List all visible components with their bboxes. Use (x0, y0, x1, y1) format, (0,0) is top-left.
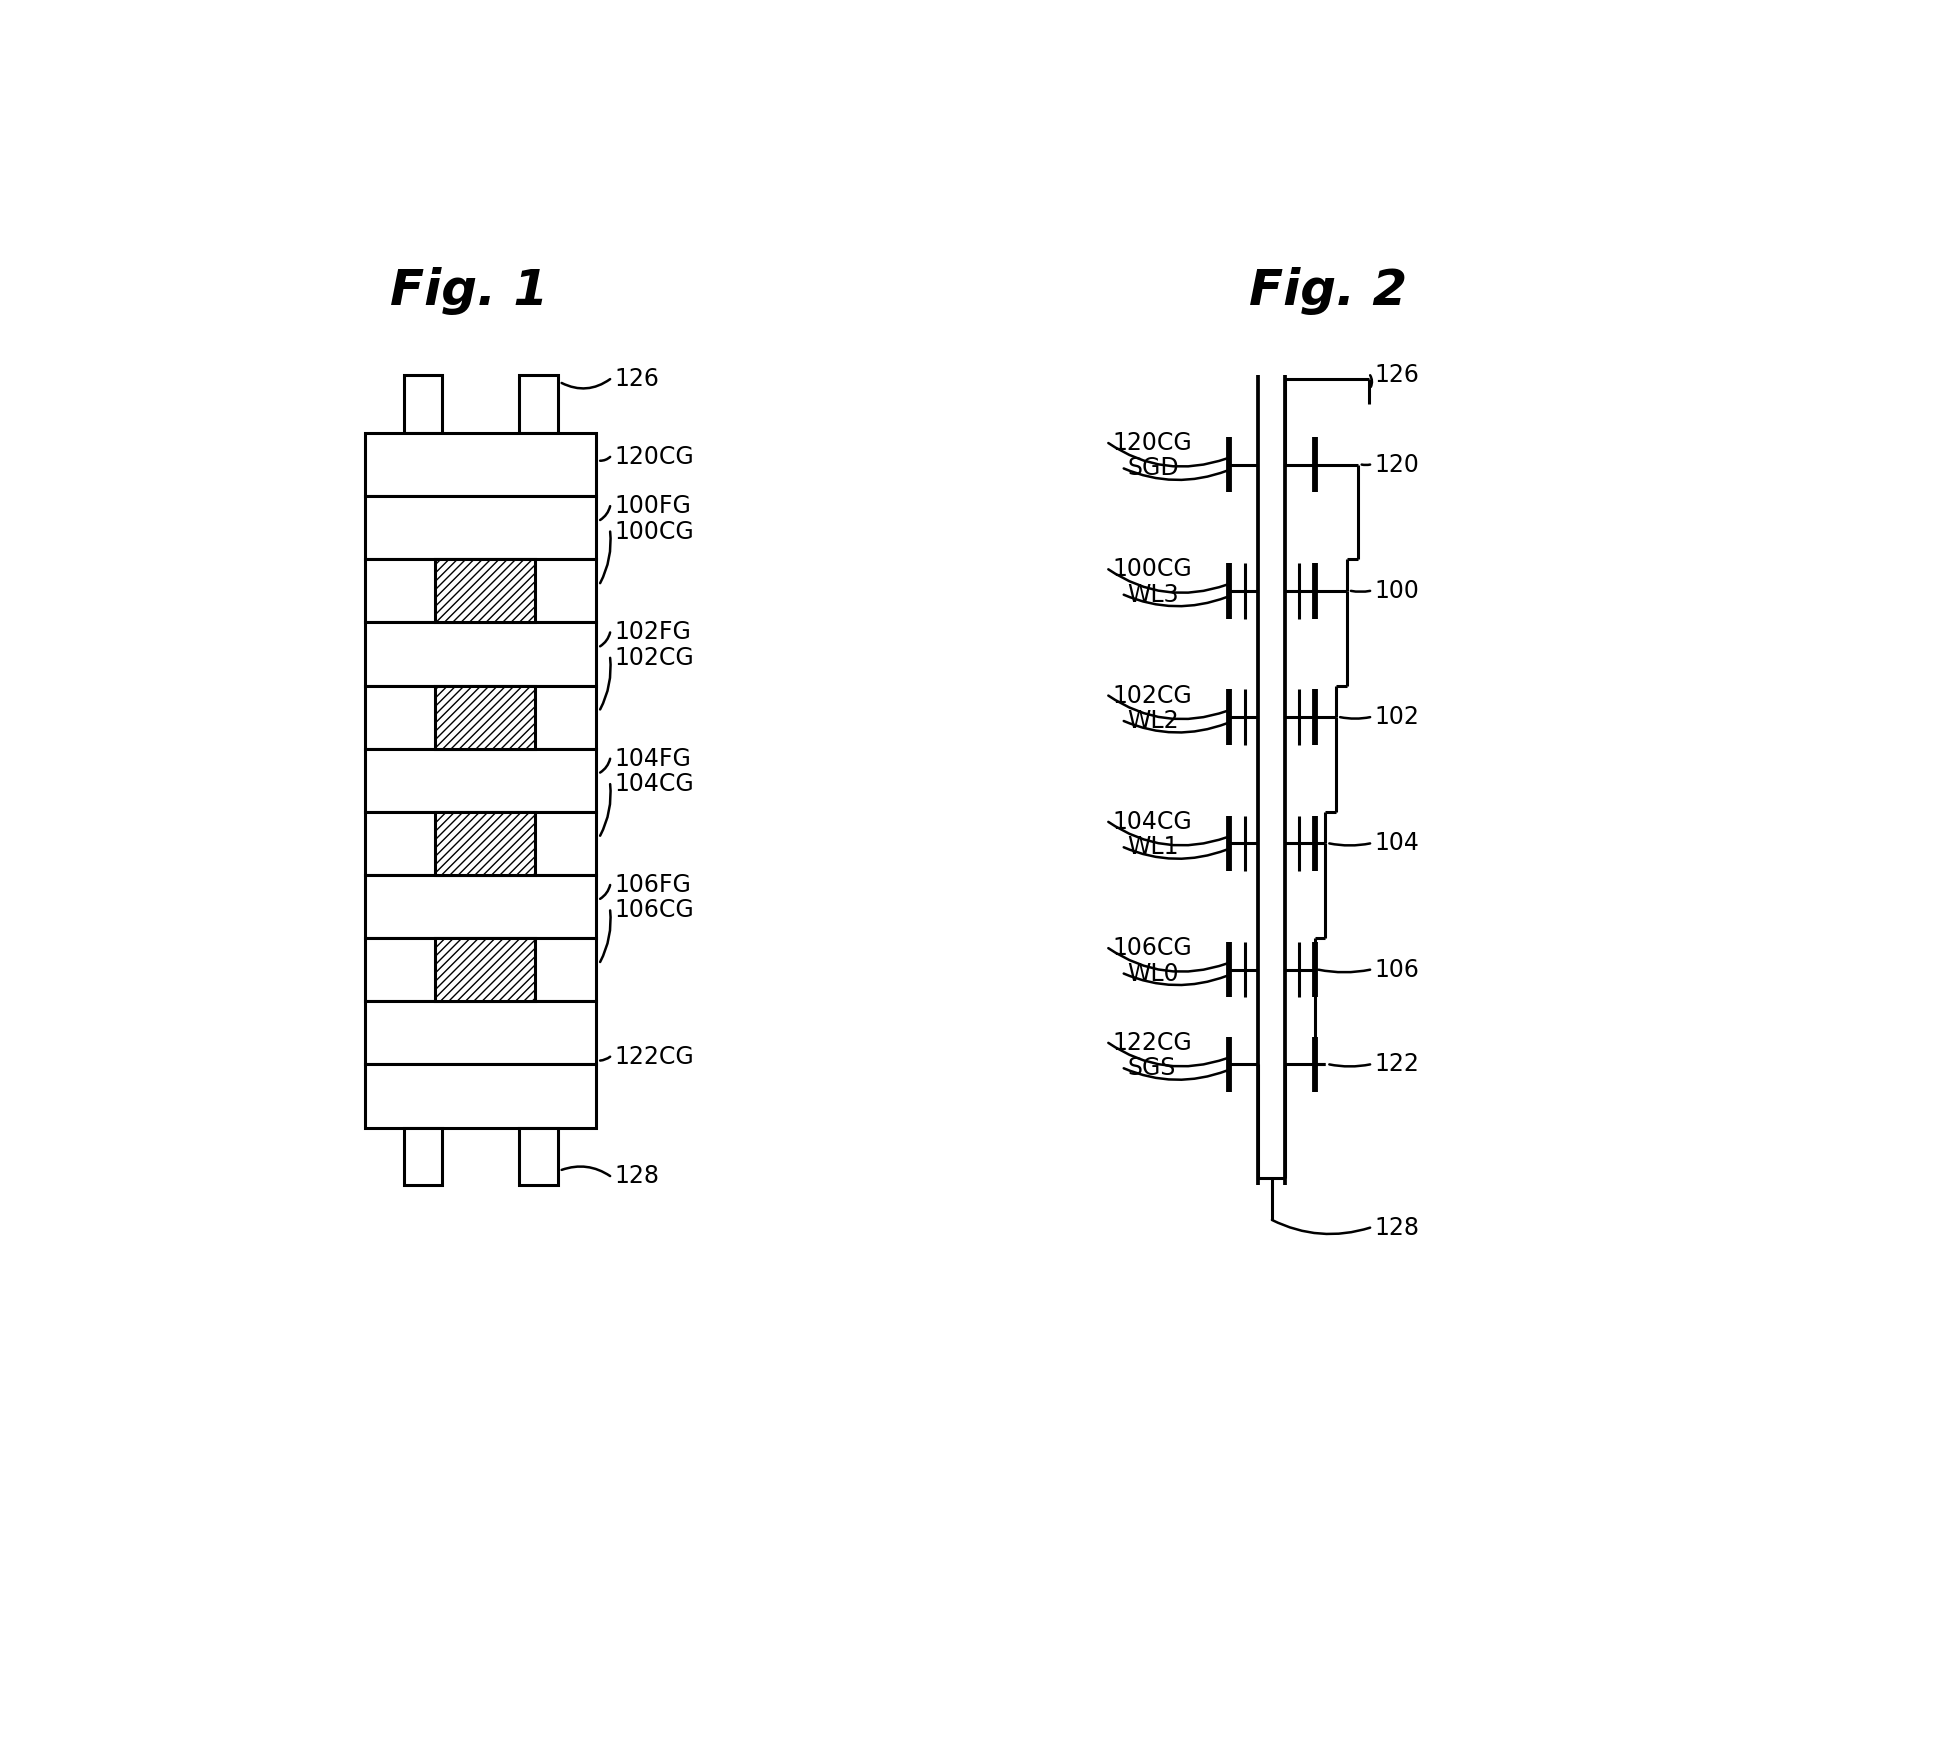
Polygon shape (364, 749, 596, 812)
FancyArrowPatch shape (1124, 1068, 1226, 1080)
FancyArrowPatch shape (1318, 970, 1369, 972)
FancyArrowPatch shape (1109, 1044, 1226, 1066)
FancyArrowPatch shape (1271, 1221, 1369, 1235)
FancyArrowPatch shape (1109, 696, 1226, 719)
Text: Fig. 2: Fig. 2 (1248, 267, 1407, 314)
FancyArrowPatch shape (599, 784, 611, 835)
Polygon shape (364, 1065, 596, 1128)
Polygon shape (435, 812, 535, 875)
FancyArrowPatch shape (599, 759, 609, 772)
Text: 128: 128 (1373, 1216, 1418, 1240)
FancyArrowPatch shape (1330, 1065, 1369, 1066)
FancyArrowPatch shape (562, 1166, 609, 1177)
Text: 102CG: 102CG (613, 645, 693, 670)
Text: 100CG: 100CG (1113, 558, 1191, 581)
FancyArrowPatch shape (1109, 823, 1226, 845)
FancyArrowPatch shape (599, 1056, 609, 1061)
FancyArrowPatch shape (1109, 949, 1226, 972)
FancyArrowPatch shape (599, 886, 609, 898)
Polygon shape (435, 938, 535, 1002)
Text: 126: 126 (1373, 363, 1418, 388)
Text: 106CG: 106CG (613, 898, 693, 923)
Polygon shape (519, 1128, 558, 1186)
FancyArrowPatch shape (1109, 570, 1226, 593)
Text: Fig. 1: Fig. 1 (390, 267, 549, 314)
Text: SGS: SGS (1128, 1056, 1175, 1080)
FancyArrowPatch shape (599, 531, 611, 582)
Text: 120CG: 120CG (613, 446, 693, 468)
Polygon shape (435, 560, 535, 623)
Text: 122: 122 (1373, 1052, 1418, 1077)
Polygon shape (364, 686, 596, 749)
FancyArrowPatch shape (1330, 844, 1369, 845)
Text: 120CG: 120CG (1113, 431, 1191, 454)
Text: 102FG: 102FG (613, 621, 692, 644)
FancyArrowPatch shape (1124, 468, 1226, 481)
FancyArrowPatch shape (599, 658, 611, 709)
Text: 100CG: 100CG (613, 519, 693, 544)
FancyArrowPatch shape (599, 456, 609, 461)
FancyArrowPatch shape (1124, 847, 1226, 859)
Polygon shape (404, 1128, 443, 1186)
Text: 100FG: 100FG (613, 495, 692, 517)
Text: 122CG: 122CG (613, 1045, 693, 1068)
Polygon shape (364, 560, 596, 623)
Polygon shape (364, 433, 596, 496)
Text: 104CG: 104CG (1113, 810, 1191, 833)
Polygon shape (364, 1002, 596, 1065)
Text: 102: 102 (1373, 705, 1418, 730)
FancyArrowPatch shape (599, 507, 609, 519)
Polygon shape (364, 875, 596, 938)
Text: 106FG: 106FG (613, 873, 692, 896)
FancyArrowPatch shape (599, 910, 611, 961)
Text: 106: 106 (1373, 958, 1418, 982)
FancyArrowPatch shape (599, 633, 609, 645)
Text: 104FG: 104FG (613, 747, 692, 770)
Text: WL2: WL2 (1128, 709, 1179, 733)
Polygon shape (404, 375, 443, 433)
Polygon shape (364, 938, 596, 1002)
FancyArrowPatch shape (1109, 444, 1226, 467)
Text: 122CG: 122CG (1113, 1031, 1191, 1054)
Polygon shape (364, 812, 596, 875)
Polygon shape (435, 686, 535, 749)
FancyArrowPatch shape (1124, 721, 1226, 733)
Polygon shape (364, 623, 596, 686)
Text: 128: 128 (613, 1165, 658, 1187)
Text: WL0: WL0 (1128, 961, 1179, 986)
Text: 100: 100 (1373, 579, 1418, 603)
Text: 104: 104 (1373, 831, 1418, 856)
Text: 106CG: 106CG (1113, 937, 1191, 959)
Polygon shape (519, 375, 558, 433)
Text: SGD: SGD (1128, 456, 1179, 481)
Polygon shape (364, 496, 596, 560)
Text: 120: 120 (1373, 453, 1418, 477)
Text: 104CG: 104CG (613, 772, 693, 796)
FancyArrowPatch shape (1124, 973, 1226, 986)
Text: WL1: WL1 (1128, 835, 1179, 859)
FancyArrowPatch shape (1124, 595, 1226, 607)
FancyArrowPatch shape (562, 379, 609, 388)
Text: 126: 126 (613, 367, 658, 391)
Text: WL3: WL3 (1128, 582, 1179, 607)
Text: 102CG: 102CG (1113, 684, 1191, 707)
